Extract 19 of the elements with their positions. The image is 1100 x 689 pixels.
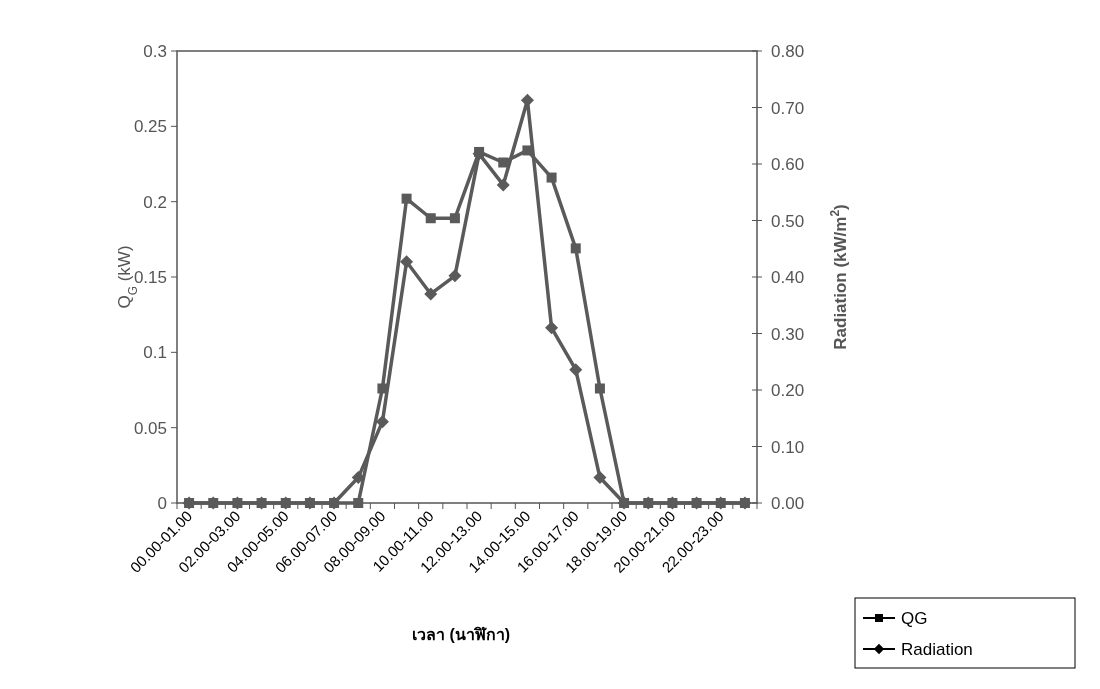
- y2-tick-label: 0.20: [771, 381, 805, 400]
- y-tick-label: 0.3: [143, 42, 167, 61]
- text: QG: [901, 609, 928, 628]
- y2-tick-label: 0.30: [771, 324, 805, 344]
- y2-tick-label: 0.70: [771, 98, 805, 118]
- y2-tick-label: 0.60: [771, 155, 805, 174]
- y2-tick-label: 0.80: [771, 42, 805, 61]
- y2-tick-label: 0.50: [771, 211, 805, 231]
- y2-tick-label: 0.40: [771, 268, 805, 287]
- y-tick-label: 0: [157, 494, 167, 513]
- y-tick-label: 0.05: [133, 418, 167, 438]
- x-axis-title: เวลา (นาฬิกา): [411, 626, 511, 643]
- y2-tick-label: 0.10: [771, 437, 805, 457]
- y-tick-label: 0.2: [143, 192, 167, 212]
- y2-tick-label: 0.00: [771, 494, 805, 513]
- y-tick-label: 0.1: [143, 343, 167, 363]
- y-tick-label: 0.25: [133, 117, 167, 137]
- text: Radiation: [901, 640, 973, 659]
- y-tick-label: 0.15: [133, 268, 167, 287]
